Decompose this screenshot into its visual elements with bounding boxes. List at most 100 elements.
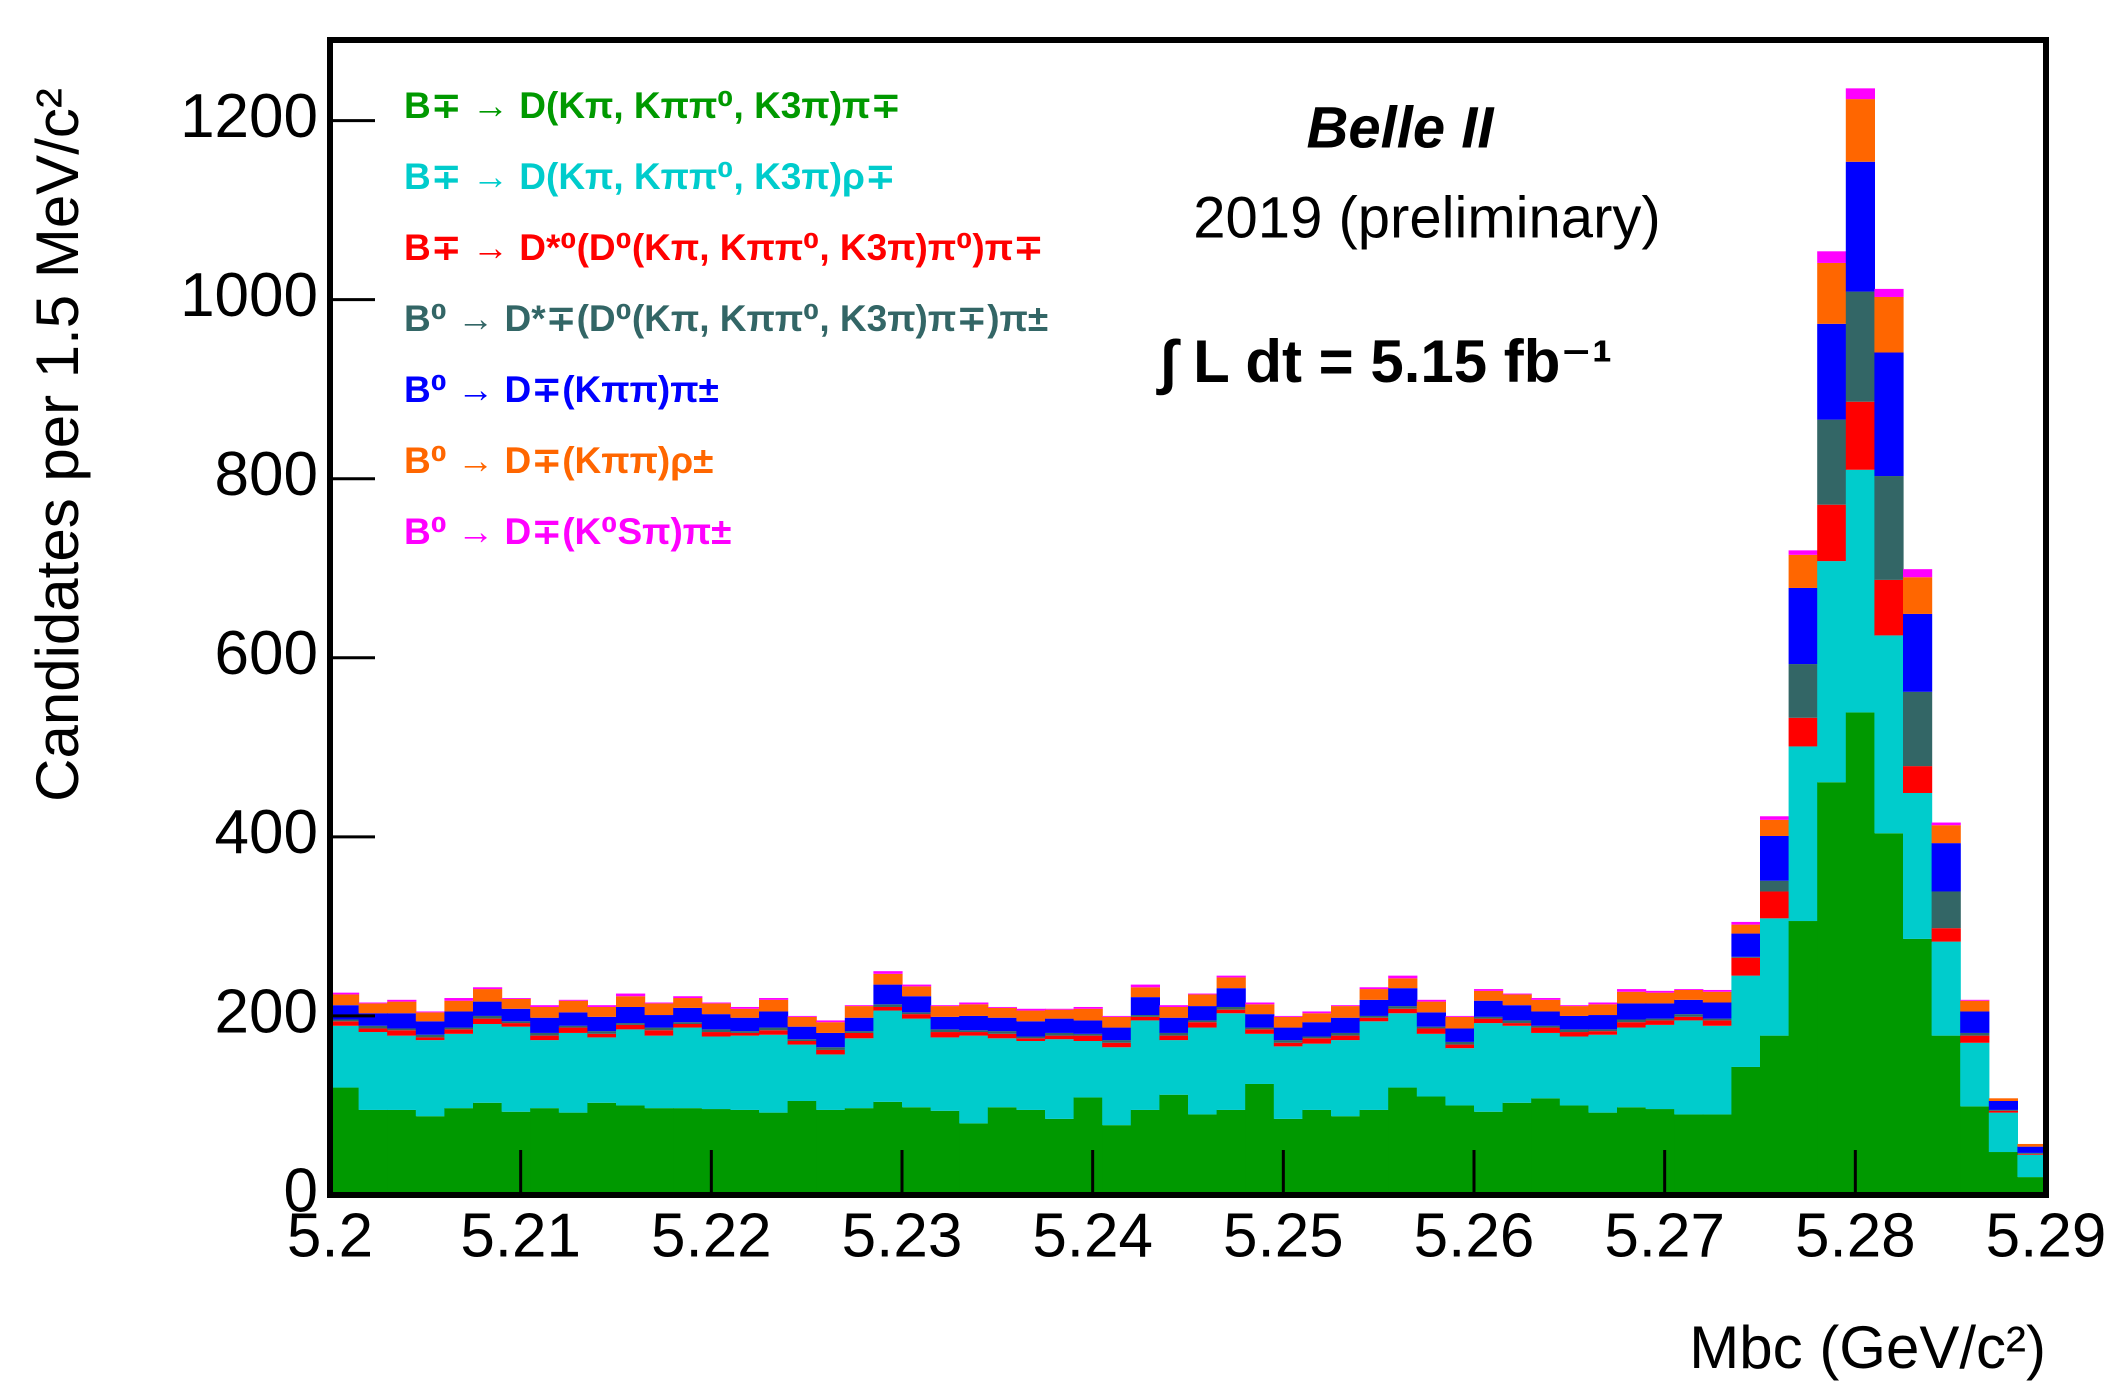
x-tick-label: 5.2 (287, 1201, 373, 1270)
bar-segment (1445, 1044, 1475, 1049)
bar-segment (787, 1016, 817, 1027)
bar-segment (1474, 1000, 1504, 1017)
bar-segment (1674, 1114, 1704, 1195)
bar-segment (1045, 1018, 1075, 1033)
bar-segment (587, 1005, 617, 1007)
bar-segment (1245, 1002, 1275, 1005)
bar-segment (1045, 1039, 1075, 1119)
bar-segment (1903, 766, 1933, 793)
bar-segment (730, 1032, 760, 1036)
bar-segment (1760, 880, 1790, 892)
bar-segment (1845, 99, 1875, 162)
bar-segment (1617, 991, 1647, 1004)
bar-segment (530, 1040, 560, 1109)
bar-segment (1159, 1006, 1189, 1018)
bar-segment (1988, 1110, 2018, 1113)
bar-segment (415, 1040, 445, 1117)
bar-segment (873, 1010, 903, 1102)
bar-segment (530, 1006, 560, 1018)
legend-entry: B⁰ → D∓(Kππ)π± (404, 369, 719, 410)
bar-segment (616, 996, 646, 1007)
bar-segment (1388, 1013, 1418, 1088)
legend-entry: B⁰ → D∓(Kππ)ρ± (404, 440, 713, 481)
bar-segment (987, 1031, 1017, 1034)
bar-segment (558, 1032, 588, 1113)
bar-segment (1359, 987, 1389, 990)
bar-segment (1588, 1015, 1618, 1030)
bar-segment (1903, 577, 1933, 614)
bar-segment (644, 1015, 674, 1028)
bar-segment (1531, 1098, 1561, 1195)
bar-segment (1445, 1041, 1475, 1045)
y-tick-label: 600 (215, 619, 318, 688)
bar-segment (473, 989, 503, 1002)
bar-segment (730, 1006, 760, 1009)
bar-segment (530, 1035, 560, 1041)
bar-segment (930, 1006, 960, 1017)
bar-segment (1102, 1125, 1132, 1195)
bar-segment (1903, 691, 1933, 767)
bar-segment (530, 1017, 560, 1033)
bar-segment (730, 1031, 760, 1033)
bar-segment (959, 1032, 989, 1036)
bar-segment (1445, 1015, 1475, 1017)
bar-segment (1273, 1046, 1303, 1119)
bar-segment (1416, 1026, 1446, 1029)
bar-segment (844, 1038, 874, 1109)
bar-segment (330, 992, 360, 995)
bar-segment (1760, 816, 1790, 820)
y-tick-label: 400 (215, 798, 318, 867)
bar-segment (415, 1037, 445, 1041)
bar-segment (387, 1028, 417, 1031)
bar-segment (2017, 1143, 2047, 1147)
bar-segment (787, 1044, 817, 1101)
bar-segment (1931, 1035, 1961, 1195)
bar-segment (1702, 1114, 1732, 1195)
bar-segment (1617, 989, 1647, 992)
bar-segment (616, 1023, 646, 1025)
bar-segment (387, 1109, 417, 1195)
bar-segment (1216, 1109, 1246, 1195)
bar-segment (1788, 717, 1818, 747)
bar-segment (844, 1017, 874, 1032)
bar-segment (1159, 1032, 1189, 1036)
bar-segment (1245, 1033, 1275, 1084)
bar-segment (1531, 1025, 1561, 1028)
legend-entry: B⁰ → D∓(K⁰Sπ)π± (404, 511, 731, 552)
annotation: ∫ L dt = 5.15 fb⁻¹ (1156, 328, 1612, 396)
bar-segment (1760, 1035, 1790, 1195)
bar-segment (1960, 1032, 1990, 1036)
x-tick-label: 5.22 (651, 1201, 772, 1270)
chart-subtitle: 2019 (preliminary) (1193, 185, 1660, 250)
bar-segment (1302, 1038, 1332, 1044)
bar-segment (1845, 291, 1875, 402)
bar-segment (959, 1030, 989, 1033)
bar-segment (730, 1035, 760, 1110)
bar-segment (1188, 1027, 1218, 1115)
bar-segment (1359, 1015, 1389, 1018)
bar-segment (844, 1031, 874, 1033)
bar-segment (1931, 928, 1961, 942)
bar-segment (1731, 921, 1761, 925)
bar-segment (1416, 1012, 1446, 1027)
bar-segment (1502, 1023, 1532, 1026)
y-tick-label: 200 (215, 977, 318, 1046)
bar-segment (1817, 323, 1847, 420)
bar-segment (473, 1001, 503, 1016)
bar-segment (587, 1033, 617, 1038)
bar-segment (673, 996, 703, 999)
bar-segment (587, 1006, 617, 1017)
bar-segment (1016, 1109, 1046, 1195)
bar-segment (501, 1008, 531, 1022)
y-tick-label: 1000 (180, 261, 318, 330)
bar-segment (2017, 1146, 2047, 1153)
x-tick-label: 5.29 (1986, 1201, 2107, 1270)
bar-segment (1302, 1011, 1332, 1014)
bar-segment (1445, 1016, 1475, 1029)
bar-segment (1073, 1035, 1103, 1041)
bar-segment (730, 1017, 760, 1032)
bar-segment (1645, 1020, 1675, 1025)
bar-segment (530, 1032, 560, 1036)
bar-segment (358, 1032, 388, 1110)
bar-segment (415, 1034, 445, 1038)
